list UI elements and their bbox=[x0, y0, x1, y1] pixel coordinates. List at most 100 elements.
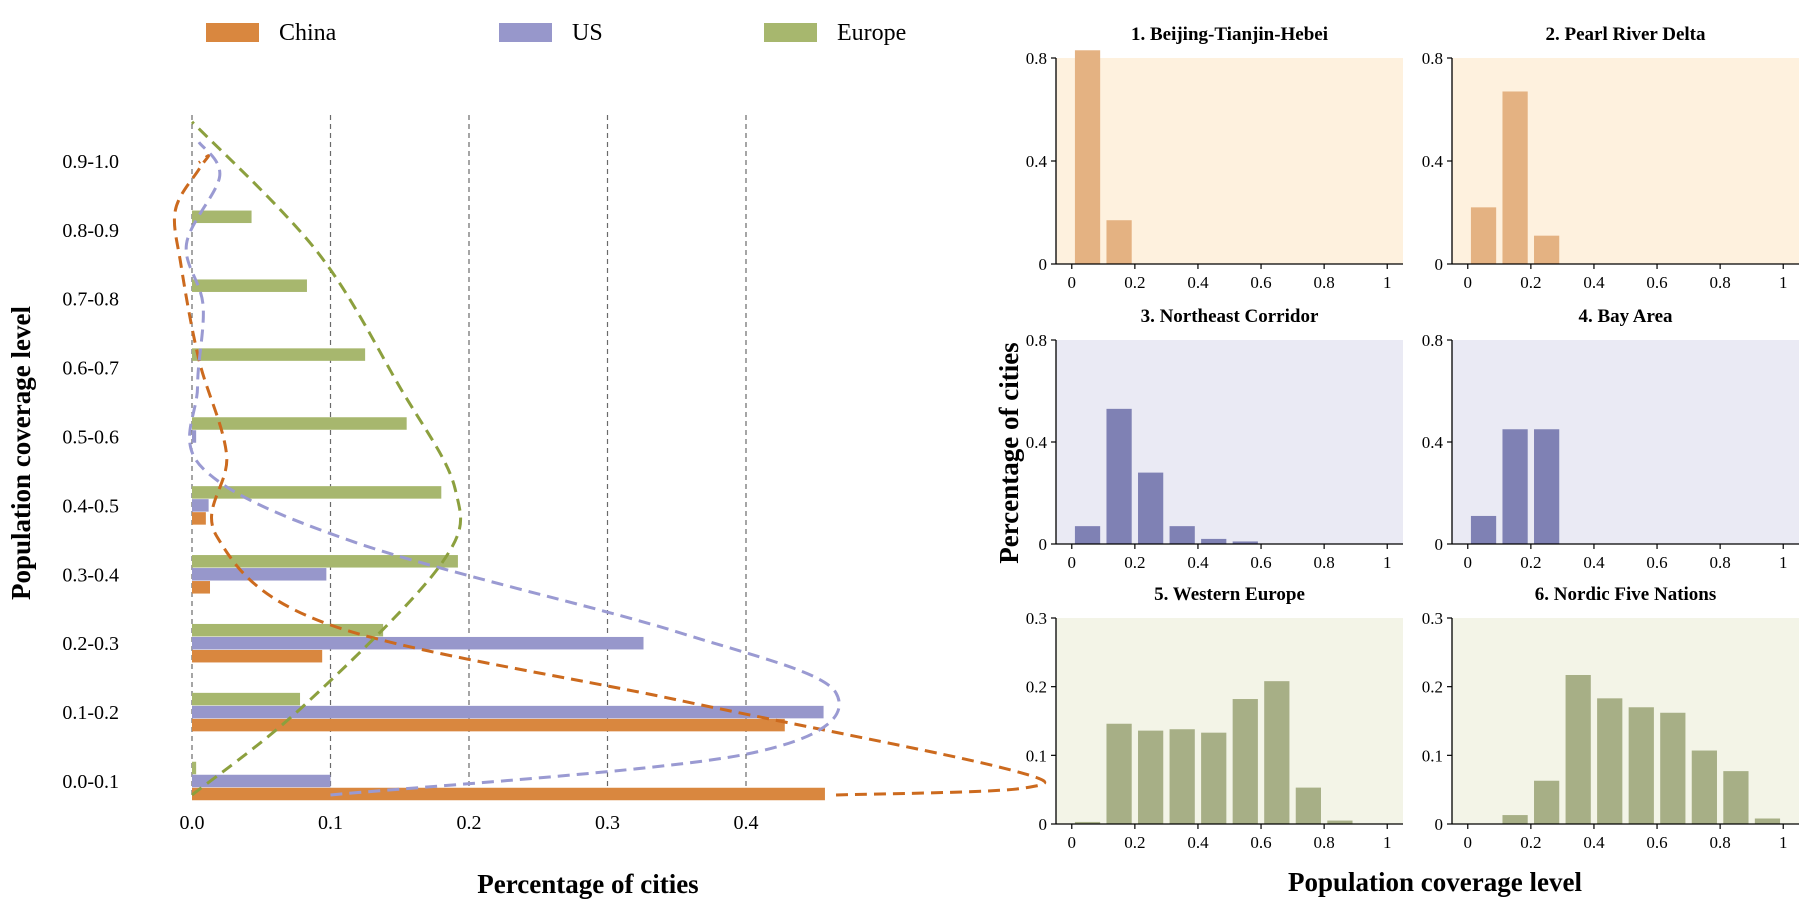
x-tick-label: 0.3 bbox=[595, 812, 620, 834]
bar bbox=[1565, 674, 1591, 824]
y-tick-label: 0 bbox=[1039, 815, 1048, 834]
x-tick-label: 0.8 bbox=[1710, 273, 1731, 292]
legend-swatch-us bbox=[499, 23, 552, 42]
bar-europe-7 bbox=[192, 279, 307, 292]
y-tick-label: 0.9-1.0 bbox=[62, 151, 119, 173]
bar bbox=[1106, 723, 1132, 824]
x-tick-label: 0.4 bbox=[1187, 273, 1209, 292]
x-tick-label: 1 bbox=[1779, 833, 1788, 852]
bar-europe-5 bbox=[192, 417, 407, 430]
x-tick-label: 0.8 bbox=[1710, 553, 1731, 572]
x-tick-label: 1 bbox=[1779, 273, 1788, 292]
y-tick-label: 0.1 bbox=[1422, 746, 1443, 765]
bar bbox=[1327, 820, 1353, 824]
bar-europe-4 bbox=[192, 486, 442, 499]
bar bbox=[1691, 750, 1717, 824]
x-tick-label: 0.2 bbox=[457, 812, 482, 834]
x-tick-label: 0.8 bbox=[1314, 553, 1335, 572]
x-tick-label: 0.2 bbox=[1520, 553, 1541, 572]
x-tick-label: 0.2 bbox=[1124, 553, 1145, 572]
x-tick-label: 0.4 bbox=[1187, 553, 1209, 572]
legend-label-china: China bbox=[279, 20, 337, 46]
legend: China US Europe bbox=[206, 20, 906, 46]
y-tick-label: 0 bbox=[1039, 535, 1048, 554]
x-tick-label: 0.2 bbox=[1520, 273, 1541, 292]
bar-us-0 bbox=[192, 774, 331, 788]
y-tick-label: 0.8 bbox=[1026, 331, 1047, 350]
y-tick-label: 0.1 bbox=[1026, 746, 1047, 765]
subplot-title: 1. Beijing-Tianjin-Hebei bbox=[1131, 24, 1328, 45]
x-axis-label: Percentage of cities bbox=[477, 869, 698, 899]
x-tick-label: 0.6 bbox=[1250, 553, 1271, 572]
x-tick-label: 0.0 bbox=[180, 812, 205, 834]
x-tick-label: 0.8 bbox=[1314, 273, 1335, 292]
right-x-axis-label: Population coverage level bbox=[1288, 867, 1582, 897]
main-chart: 0.0-0.1 0.1-0.2 0.2-0.3 0.3-0.4 0.4-0.5 0.5-0… bbox=[6, 115, 1047, 899]
y-tick-label: 0 bbox=[1435, 255, 1444, 274]
bar-us-1 bbox=[192, 705, 824, 719]
x-tick-label: 0.4 bbox=[1583, 273, 1605, 292]
y-tick-label: 0.2 bbox=[1422, 678, 1443, 697]
legend-label-us: US bbox=[572, 20, 603, 46]
bar bbox=[1534, 780, 1560, 824]
bar bbox=[1201, 732, 1227, 824]
bar-china-1 bbox=[192, 718, 785, 732]
x-tick-label: 0.4 bbox=[734, 812, 759, 834]
y-tick-label: 0.1-0.2 bbox=[62, 702, 119, 724]
bar bbox=[1106, 408, 1132, 544]
subplot-5: 0 0.2 0.4 0.6 0.8 1 0 0.1 0.2 0.3 5. Western Europ… bbox=[1026, 584, 1403, 852]
subplot-4: 0 0.2 0.4 0.6 0.8 1 0 0.4 0.8 4. Bay Area bbox=[1422, 306, 1799, 572]
bar-china-3 bbox=[192, 581, 211, 594]
bar bbox=[1138, 472, 1164, 544]
x-tick-label: 0 bbox=[1068, 553, 1077, 572]
subplot-title: 5. Western Europe bbox=[1154, 584, 1305, 605]
y-tick-label: 0.3 bbox=[1422, 609, 1443, 628]
x-tick-label: 0.2 bbox=[1124, 833, 1145, 852]
y-axis-label: Population coverage level bbox=[6, 306, 36, 600]
y-tick-label: 0.4 bbox=[1026, 433, 1048, 452]
bar bbox=[1502, 815, 1528, 824]
y-tick-label: 0.2 bbox=[1026, 678, 1047, 697]
subplot-1: 0 0.2 0.4 0.6 0.8 1 0 0.4 0.8 1. Beijing-Tianjin-… bbox=[1026, 24, 1403, 292]
x-tick-label: 0 bbox=[1068, 273, 1077, 292]
bar bbox=[1138, 730, 1164, 824]
x-tick-label: 0.4 bbox=[1583, 553, 1605, 572]
subplot-3: 0 0.2 0.4 0.6 0.8 1 0 0.4 0.8 3. Northeast Corrid… bbox=[1026, 306, 1403, 572]
y-tick-label: 0 bbox=[1435, 815, 1444, 834]
y-tick-label: 0.3 bbox=[1026, 609, 1047, 628]
subplot-title: 4. Bay Area bbox=[1578, 306, 1673, 327]
x-tick-label: 0.6 bbox=[1250, 273, 1271, 292]
bar bbox=[1660, 712, 1686, 824]
bar bbox=[1534, 429, 1560, 544]
x-tick-label: 0.4 bbox=[1583, 833, 1605, 852]
y-tick-label: 0 bbox=[1435, 535, 1444, 554]
y-tick-label: 0 bbox=[1039, 255, 1048, 274]
right-y-axis-label: Percentage of cities bbox=[994, 342, 1024, 563]
small-multiples: 0 0.2 0.4 0.6 0.8 1 0 0.4 0.8 1. Beijing-Tianjin-… bbox=[1026, 24, 1799, 852]
y-tick-label: 0.4-0.5 bbox=[62, 495, 119, 517]
density-curve-europe bbox=[190, 120, 463, 797]
x-tick-label: 0.8 bbox=[1314, 833, 1335, 852]
x-tick-label: 0.6 bbox=[1646, 553, 1667, 572]
bar-us-5 bbox=[192, 430, 197, 443]
subplot-title: 6. Nordic Five Nations bbox=[1535, 584, 1717, 605]
bar bbox=[1470, 207, 1497, 264]
x-tick-label: 0.2 bbox=[1520, 833, 1541, 852]
bar bbox=[1106, 220, 1132, 264]
bar bbox=[1169, 526, 1195, 544]
legend-label-europe: Europe bbox=[837, 20, 906, 46]
bar-us-4 bbox=[192, 499, 209, 512]
legend-swatch-china bbox=[206, 23, 259, 42]
bar-china-4 bbox=[192, 512, 206, 525]
bar-china-0 bbox=[192, 787, 825, 801]
x-tick-label: 1 bbox=[1383, 553, 1392, 572]
bar-europe-2 bbox=[192, 623, 384, 637]
bar bbox=[1232, 699, 1258, 824]
bar bbox=[1502, 91, 1528, 264]
bar bbox=[1534, 235, 1560, 264]
bar bbox=[1169, 729, 1195, 824]
y-tick-label: 0.4 bbox=[1422, 152, 1444, 171]
subplot-6: 0 0.2 0.4 0.6 0.8 1 0 0.1 0.2 0.3 6. Nordic Five N… bbox=[1422, 584, 1799, 852]
bar bbox=[1597, 698, 1623, 824]
